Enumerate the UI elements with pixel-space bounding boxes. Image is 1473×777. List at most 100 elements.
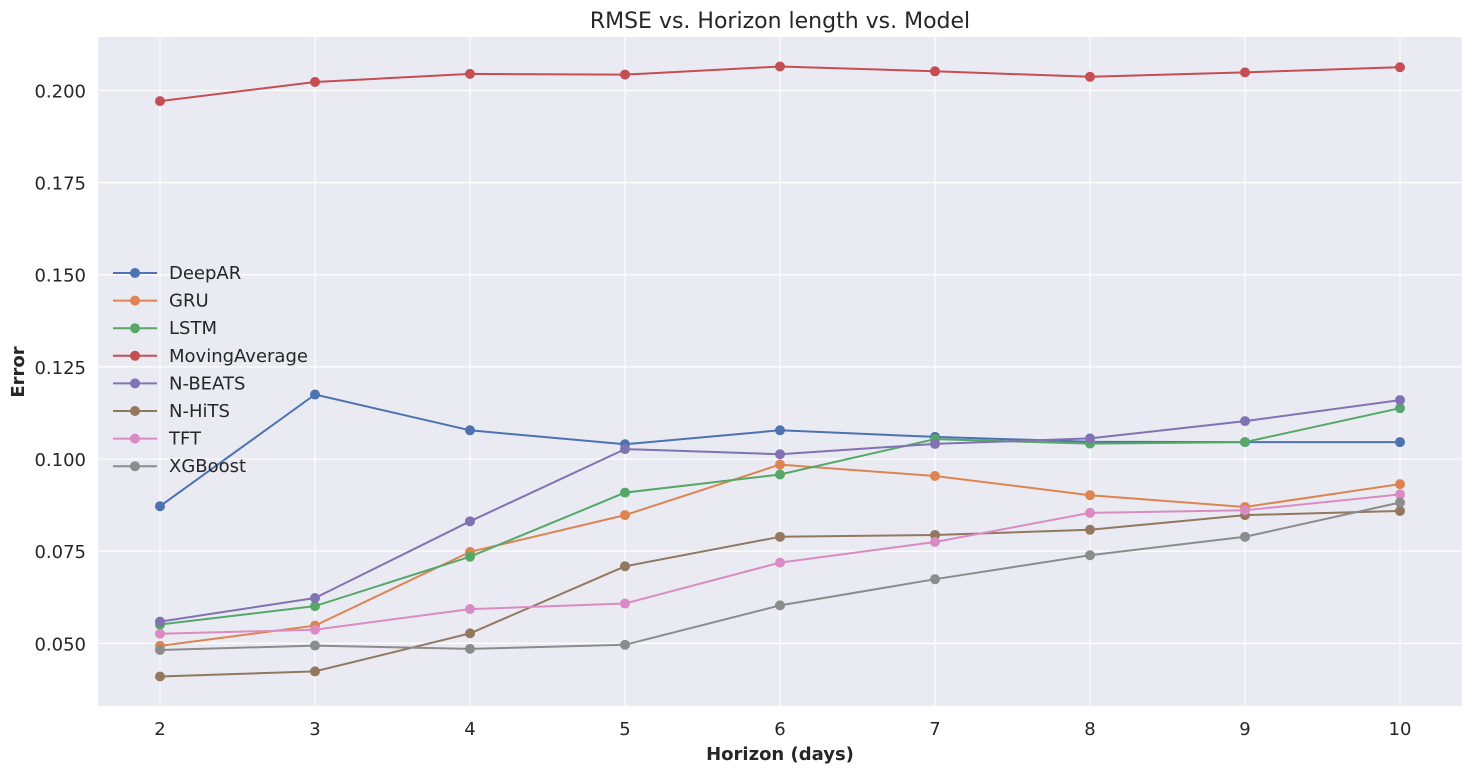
legend-item: N-BEATS bbox=[113, 373, 245, 394]
legend-item: GRU bbox=[113, 291, 209, 312]
data-point-lstm bbox=[775, 469, 785, 480]
data-point-xgboost bbox=[620, 639, 630, 650]
data-point-n-hits bbox=[155, 671, 165, 682]
y-tick-label: 0.175 bbox=[34, 174, 86, 195]
legend-item: MovingAverage bbox=[113, 346, 308, 367]
y-tick-label: 0.075 bbox=[34, 542, 86, 563]
y-tick-label: 0.200 bbox=[34, 81, 86, 102]
legend-label: MovingAverage bbox=[169, 346, 308, 367]
data-point-xgboost bbox=[310, 640, 320, 651]
legend-item: TFT bbox=[113, 429, 202, 450]
data-point-xgboost bbox=[1240, 531, 1250, 542]
series-movingaverage bbox=[155, 61, 1405, 107]
legend-swatch-marker bbox=[130, 433, 140, 444]
x-tick-label: 2 bbox=[154, 719, 165, 740]
data-point-n-beats bbox=[1085, 433, 1095, 444]
data-point-lstm bbox=[465, 551, 475, 562]
data-point-n-beats bbox=[1395, 395, 1405, 406]
legend-label: LSTM bbox=[169, 318, 217, 339]
data-point-tft bbox=[620, 598, 630, 609]
data-point-lstm bbox=[310, 601, 320, 612]
x-tick-label: 7 bbox=[929, 719, 940, 740]
legend-swatch-marker bbox=[130, 350, 140, 361]
data-point-movingaverage bbox=[930, 66, 940, 77]
data-point-gru bbox=[775, 459, 785, 470]
x-tick-label: 4 bbox=[464, 719, 475, 740]
data-point-movingaverage bbox=[1085, 71, 1095, 82]
data-point-tft bbox=[1240, 505, 1250, 516]
data-point-n-beats bbox=[155, 616, 165, 627]
data-point-n-beats bbox=[1240, 416, 1250, 427]
legend-swatch-marker bbox=[130, 378, 140, 389]
data-point-movingaverage bbox=[1240, 67, 1250, 78]
data-point-n-hits bbox=[1395, 506, 1405, 517]
data-point-tft bbox=[1395, 489, 1405, 500]
data-point-movingaverage bbox=[775, 61, 785, 72]
axes: 0.050 0.075 0.100 0.125 0.150 0.175 0.200 2 3 4 5 6… bbox=[34, 81, 1411, 740]
data-point-n-hits bbox=[930, 529, 940, 540]
legend-item: XGBoost bbox=[113, 456, 246, 477]
data-point-n-hits bbox=[1085, 524, 1095, 535]
y-tick-label: 0.050 bbox=[34, 634, 86, 655]
legend: DeepAR GRU LSTM MovingAverage N-BEATS N-HiTS T… bbox=[113, 263, 308, 477]
data-point-tft bbox=[465, 604, 475, 615]
series-lines bbox=[155, 61, 1405, 682]
x-tick-label: 3 bbox=[309, 719, 320, 740]
data-point-movingaverage bbox=[1395, 62, 1405, 73]
data-point-tft bbox=[310, 624, 320, 635]
series-n-hits bbox=[155, 506, 1405, 682]
legend-label: XGBoost bbox=[169, 456, 246, 477]
data-point-deepar bbox=[310, 389, 320, 400]
data-point-tft bbox=[1085, 507, 1095, 518]
data-point-deepar bbox=[775, 425, 785, 436]
data-point-n-hits bbox=[620, 561, 630, 572]
data-point-n-beats bbox=[465, 516, 475, 527]
data-point-deepar bbox=[1395, 437, 1405, 448]
data-point-xgboost bbox=[930, 574, 940, 585]
data-point-deepar bbox=[465, 425, 475, 436]
data-point-xgboost bbox=[1395, 497, 1405, 508]
data-point-tft bbox=[930, 536, 940, 547]
data-point-tft bbox=[775, 557, 785, 568]
legend-label: TFT bbox=[168, 429, 202, 450]
legend-swatch-marker bbox=[130, 268, 140, 278]
data-point-movingaverage bbox=[620, 69, 630, 80]
legend-swatch-marker bbox=[130, 323, 140, 334]
data-point-lstm bbox=[1395, 403, 1405, 414]
data-point-n-hits bbox=[465, 628, 475, 639]
data-point-gru bbox=[930, 470, 940, 481]
legend-swatch-marker bbox=[130, 295, 140, 306]
data-point-n-hits bbox=[310, 666, 320, 677]
data-point-xgboost bbox=[775, 600, 785, 611]
data-point-n-beats bbox=[620, 444, 630, 455]
legend-item: LSTM bbox=[113, 318, 217, 339]
y-axis-label: Error bbox=[8, 346, 29, 397]
data-point-movingaverage bbox=[155, 96, 165, 107]
x-tick-label: 6 bbox=[774, 719, 785, 740]
x-tick-label: 10 bbox=[1389, 719, 1412, 740]
series-xgboost bbox=[155, 497, 1405, 655]
data-point-lstm bbox=[620, 487, 630, 498]
legend-swatch-marker bbox=[130, 461, 140, 472]
x-tick-label: 5 bbox=[619, 719, 630, 740]
data-point-tft bbox=[155, 628, 165, 639]
series-n-beats bbox=[155, 395, 1405, 627]
data-point-gru bbox=[1395, 479, 1405, 490]
y-tick-label: 0.150 bbox=[34, 266, 86, 287]
data-point-xgboost bbox=[1085, 550, 1095, 561]
legend-item: DeepAR bbox=[113, 263, 241, 284]
data-point-n-beats bbox=[775, 449, 785, 460]
legend-label: N-BEATS bbox=[169, 373, 245, 394]
series-tft bbox=[155, 489, 1405, 639]
x-axis-label: Horizon (days) bbox=[706, 744, 854, 765]
legend-item: N-HiTS bbox=[113, 401, 230, 422]
data-point-n-hits bbox=[775, 531, 785, 542]
data-point-movingaverage bbox=[310, 76, 320, 87]
legend-label: N-HiTS bbox=[169, 401, 230, 422]
chart-title: RMSE vs. Horizon length vs. Model bbox=[590, 9, 970, 34]
legend-swatch-marker bbox=[130, 406, 140, 416]
data-point-n-beats bbox=[310, 593, 320, 604]
data-point-xgboost bbox=[155, 644, 165, 655]
